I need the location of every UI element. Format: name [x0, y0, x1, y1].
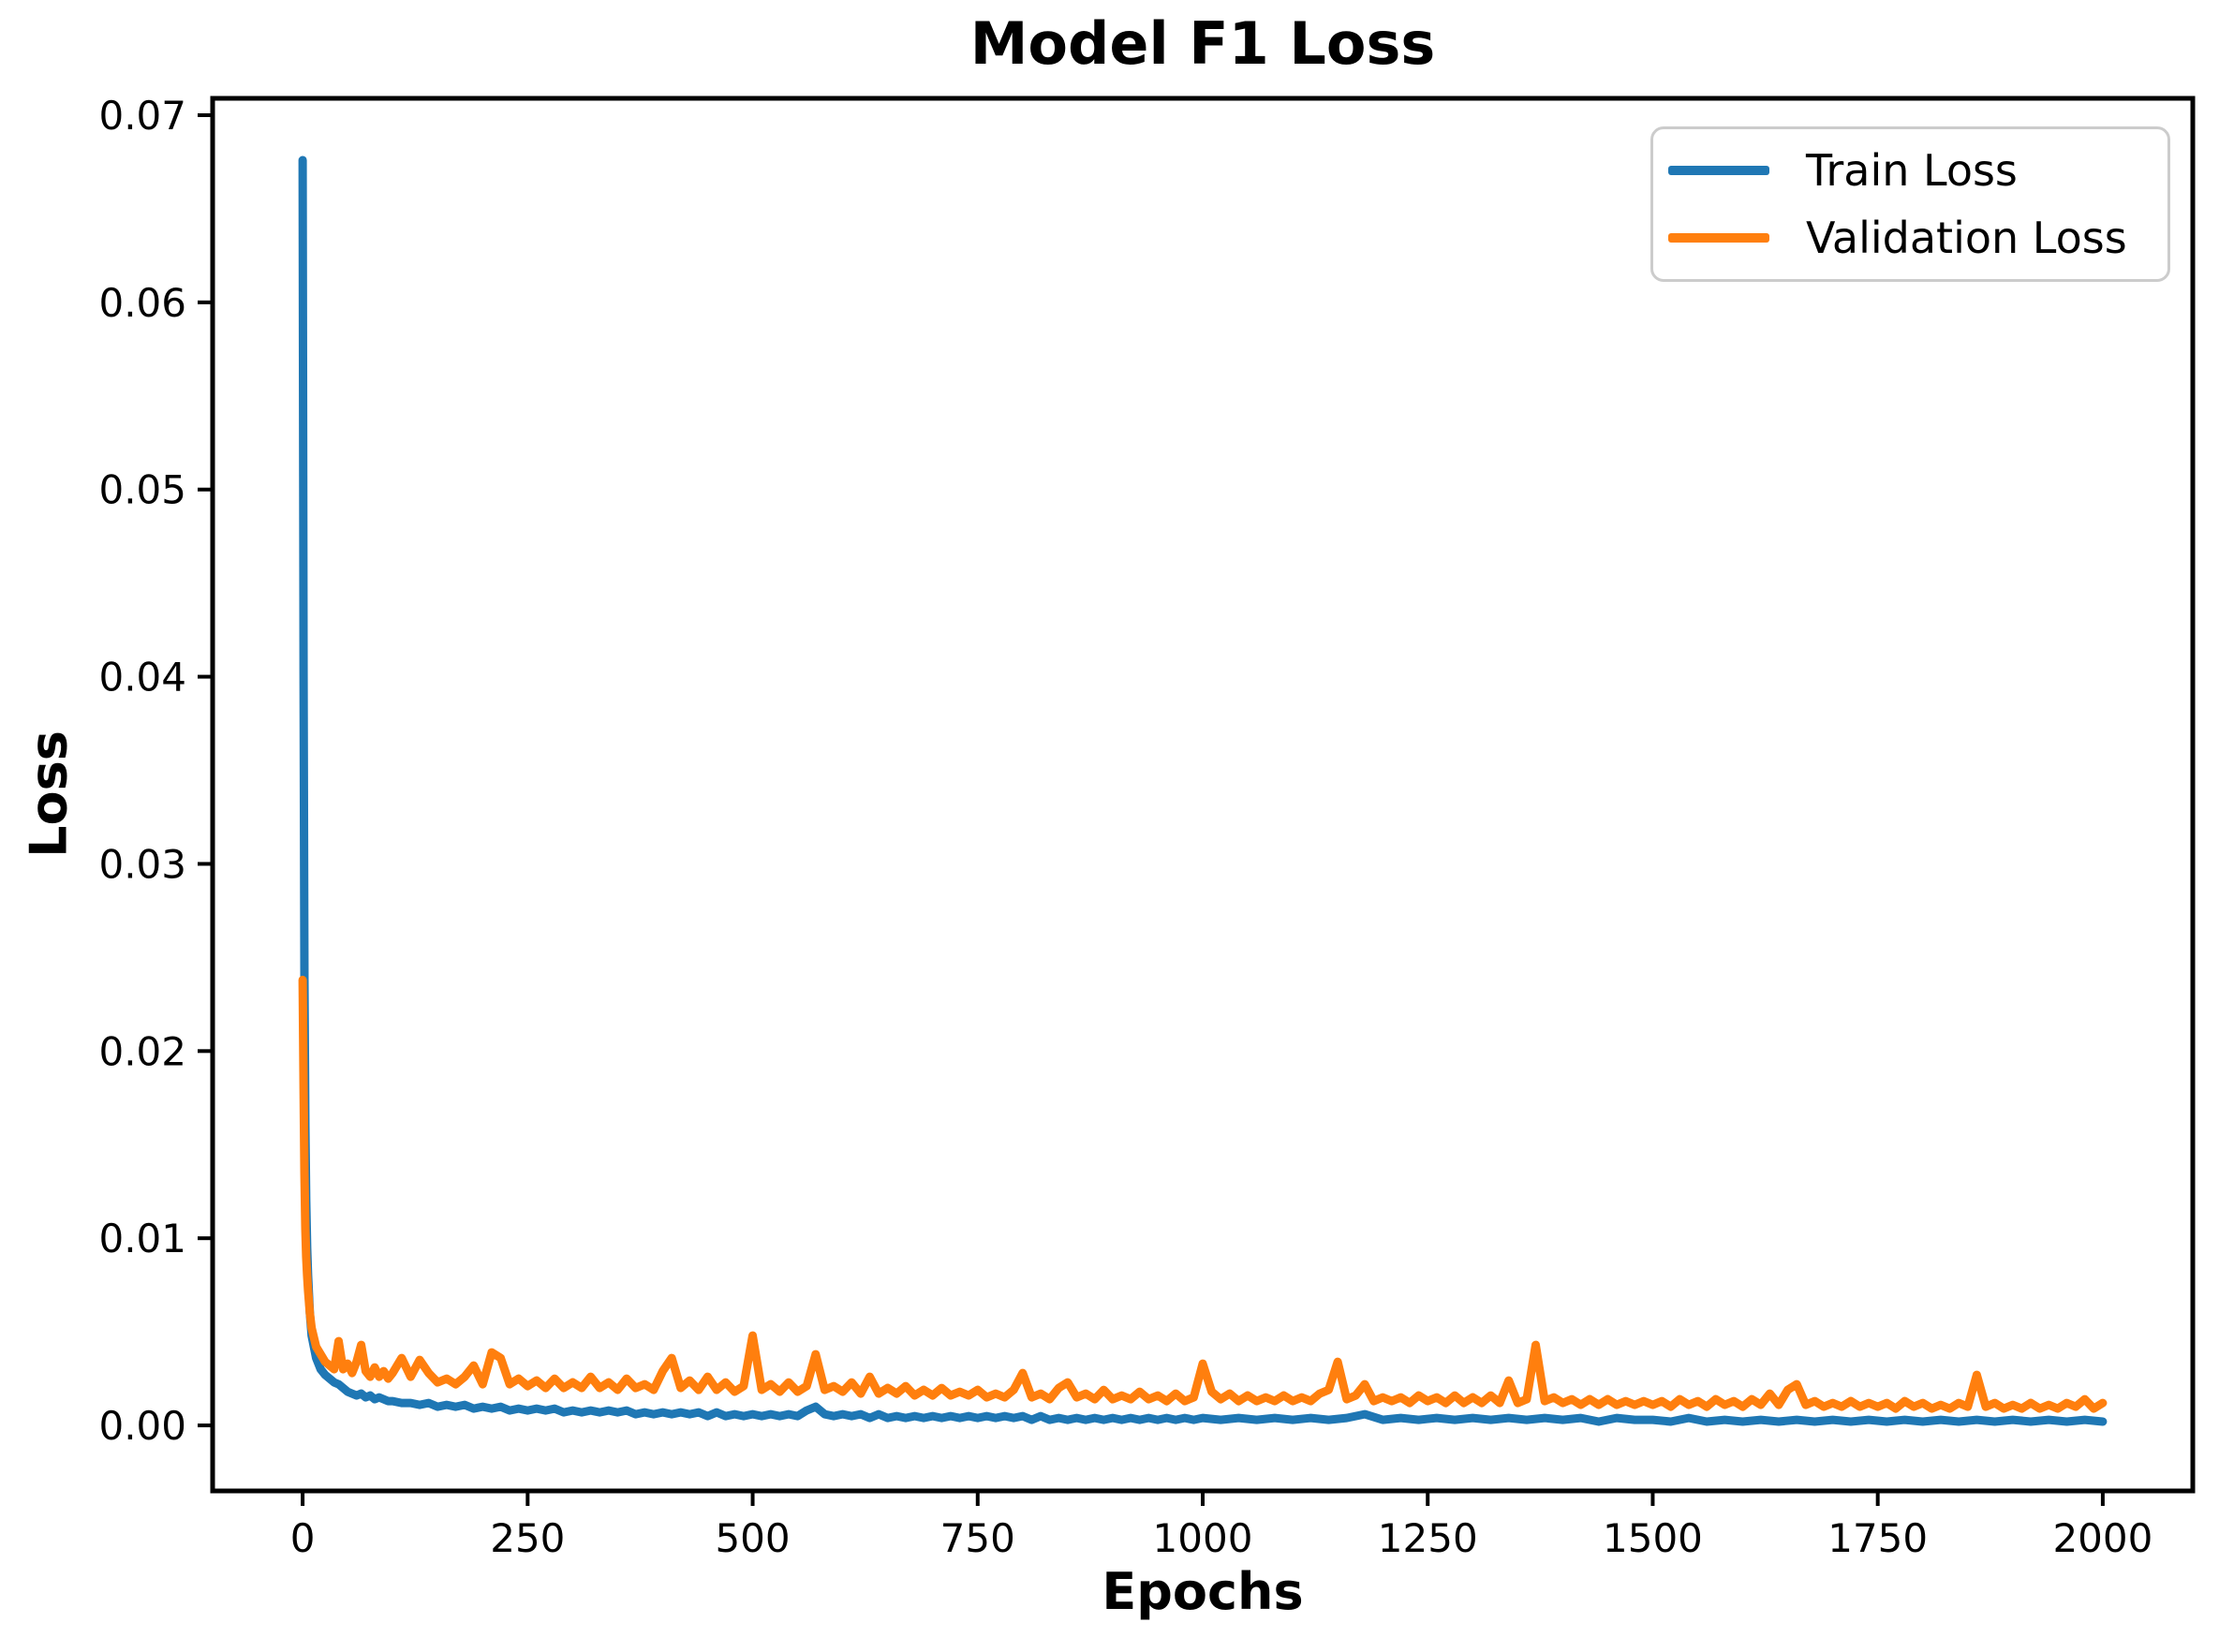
y-tick-label: 0.06: [98, 280, 186, 326]
x-tick-label: 1000: [1153, 1515, 1253, 1561]
x-tick-label: 500: [715, 1515, 790, 1561]
legend-item-train: Train Loss: [1653, 145, 2167, 196]
validation-loss-line: [298, 975, 2108, 1413]
y-tick-label: 0.00: [98, 1403, 186, 1449]
axes-spines: [210, 96, 2196, 1494]
x-tick-label: 750: [940, 1515, 1015, 1561]
train-loss-line-swatch: [1668, 166, 1769, 176]
y-tick-label: 0.01: [98, 1216, 186, 1261]
x-tick-label: 0: [290, 1515, 316, 1561]
x-tick-label: 1250: [1378, 1515, 1478, 1561]
train-loss-line: [298, 155, 2108, 1426]
y-tick-label: 0.07: [98, 93, 186, 139]
y-tick-label: 0.03: [98, 841, 186, 887]
legend: Train Loss Validation Loss: [1650, 126, 2170, 282]
x-tick-label: 1500: [1603, 1515, 1703, 1561]
chart-title: Model F1 Loss: [969, 9, 1436, 78]
legend-label-train: Train Loss: [1806, 145, 2018, 197]
y-tick-label: 0.04: [98, 655, 186, 701]
validation-loss-line-swatch: [1668, 232, 1769, 243]
x-tick-label: 1750: [1827, 1515, 1928, 1561]
y-axis-label: Loss: [19, 730, 79, 858]
x-axis-label: Epochs: [1102, 1562, 1304, 1621]
y-tick-label: 0.05: [98, 467, 186, 513]
x-tick-label: 2000: [2052, 1515, 2152, 1561]
y-tick-label: 0.02: [98, 1028, 186, 1074]
legend-item-validation: Validation Loss: [1653, 213, 2167, 263]
x-tick-label: 250: [490, 1515, 565, 1561]
legend-label-validation: Validation Loss: [1806, 212, 2127, 263]
